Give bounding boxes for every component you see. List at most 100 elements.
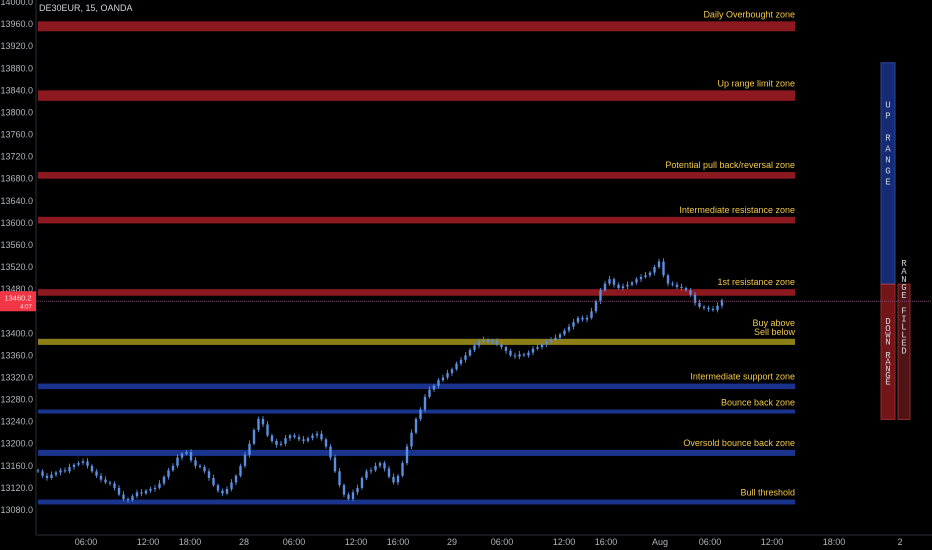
y-tick-label: 13320.0 [0, 372, 33, 382]
candle-body [720, 300, 724, 306]
up-range-label: N [885, 156, 890, 166]
candle-body [374, 465, 377, 471]
candle-body [50, 474, 53, 478]
down-range-label: E [885, 378, 890, 388]
candle-body [396, 475, 400, 483]
candle-body [77, 463, 80, 465]
candle-body [212, 477, 215, 486]
x-tick-label: 18:00 [179, 537, 202, 547]
symbol-title: DE30EUR, 15, OANDA [39, 3, 133, 13]
candle-body [117, 487, 121, 495]
up-range-label: P [885, 112, 890, 122]
candle-body [261, 418, 265, 425]
candle-body [612, 279, 616, 285]
candle-body [693, 294, 697, 303]
candle-body [225, 489, 229, 494]
candle-body [657, 261, 661, 268]
y-tick-label: 13160.0 [0, 461, 33, 471]
y-tick-label: 13520.0 [0, 262, 33, 272]
candle-body [122, 494, 125, 499]
candle-body [329, 446, 332, 458]
x-tick-label: 12:00 [761, 537, 784, 547]
range-filled-panel [897, 283, 911, 420]
price-badge-bg [0, 291, 36, 312]
zone-label: Bull threshold [740, 488, 795, 498]
candle-body [671, 283, 674, 285]
candle-body [383, 463, 386, 469]
zone-label: Potential pull back/reversal zone [665, 160, 795, 170]
x-tick-label: 12:00 [345, 537, 368, 547]
candle-body [104, 479, 107, 483]
candle-body [221, 490, 224, 494]
candle-body [365, 471, 368, 478]
candle-body [675, 284, 679, 287]
candle-body [666, 275, 670, 284]
candle-body [194, 460, 197, 466]
range-filled-label: E [901, 291, 906, 301]
up-range-label: G [885, 167, 890, 177]
candle-body [243, 454, 247, 466]
candle-body [203, 466, 206, 472]
y-axis-panel [0, 0, 36, 550]
candle-body [189, 452, 193, 461]
x-tick-label: 18:00 [823, 537, 846, 547]
y-tick-label: 13960.0 [0, 19, 33, 29]
candles-layer [36, 258, 724, 503]
candle-body [347, 494, 350, 499]
candle-body [599, 290, 602, 302]
candle-body [419, 409, 422, 419]
y-tick-label: 13840.0 [0, 85, 33, 95]
candle-body [630, 282, 634, 285]
y-tick-label: 13080.0 [0, 505, 33, 515]
y-tick-label: 13760.0 [0, 130, 33, 140]
candle-body [486, 339, 490, 342]
candle-body [387, 468, 391, 477]
candle-body [459, 359, 463, 364]
zone-band [38, 216, 795, 224]
x-tick-label: 16:00 [595, 537, 618, 547]
candle-body [563, 330, 566, 335]
candle-body [711, 309, 715, 311]
down-range-label: N [885, 337, 890, 347]
up-range-label: E [885, 178, 890, 188]
candle-body [338, 471, 341, 486]
down-range-label: W [885, 331, 891, 341]
candle-body [509, 350, 512, 356]
zone-label: Bounce back zone [721, 398, 795, 408]
x-tick-label: 12:00 [553, 537, 576, 547]
candle-body [36, 470, 40, 472]
y-tick-label: 13480.0 [0, 284, 33, 294]
x-tick-label: 06:00 [491, 537, 514, 547]
candle-body [68, 466, 71, 472]
y-tick-label: 13560.0 [0, 240, 33, 250]
zone-band [38, 383, 795, 390]
candle-body [293, 435, 296, 438]
candle-body [90, 465, 94, 472]
candle-body [707, 307, 710, 310]
y-tick-label: 13600.0 [0, 218, 33, 228]
candle-body [491, 341, 494, 342]
candle-body [608, 279, 611, 284]
candle-body [270, 435, 274, 441]
y-tick-label: 13720.0 [0, 152, 33, 162]
candle-body [324, 439, 328, 447]
up-range-label: A [885, 145, 891, 155]
candle-body [302, 439, 305, 441]
candle-body [698, 302, 701, 307]
candle-body [635, 279, 638, 283]
candle-body [288, 435, 292, 439]
candle-body [180, 453, 184, 458]
candle-body [504, 347, 508, 351]
x-axis-ticks: 06:00 12:00 18:00 28 06:00 12:00 16:00 29 06:00 1… [75, 537, 903, 547]
candle-body [482, 339, 485, 342]
candle-body [176, 457, 179, 466]
candle-body [414, 418, 418, 433]
candle-body [594, 301, 598, 312]
range-filled-label: D [901, 346, 906, 356]
y-tick-label: 13280.0 [0, 395, 33, 405]
candle-body [576, 317, 580, 323]
zone-label: Up range limit zone [717, 78, 795, 88]
candle-body [41, 471, 44, 476]
